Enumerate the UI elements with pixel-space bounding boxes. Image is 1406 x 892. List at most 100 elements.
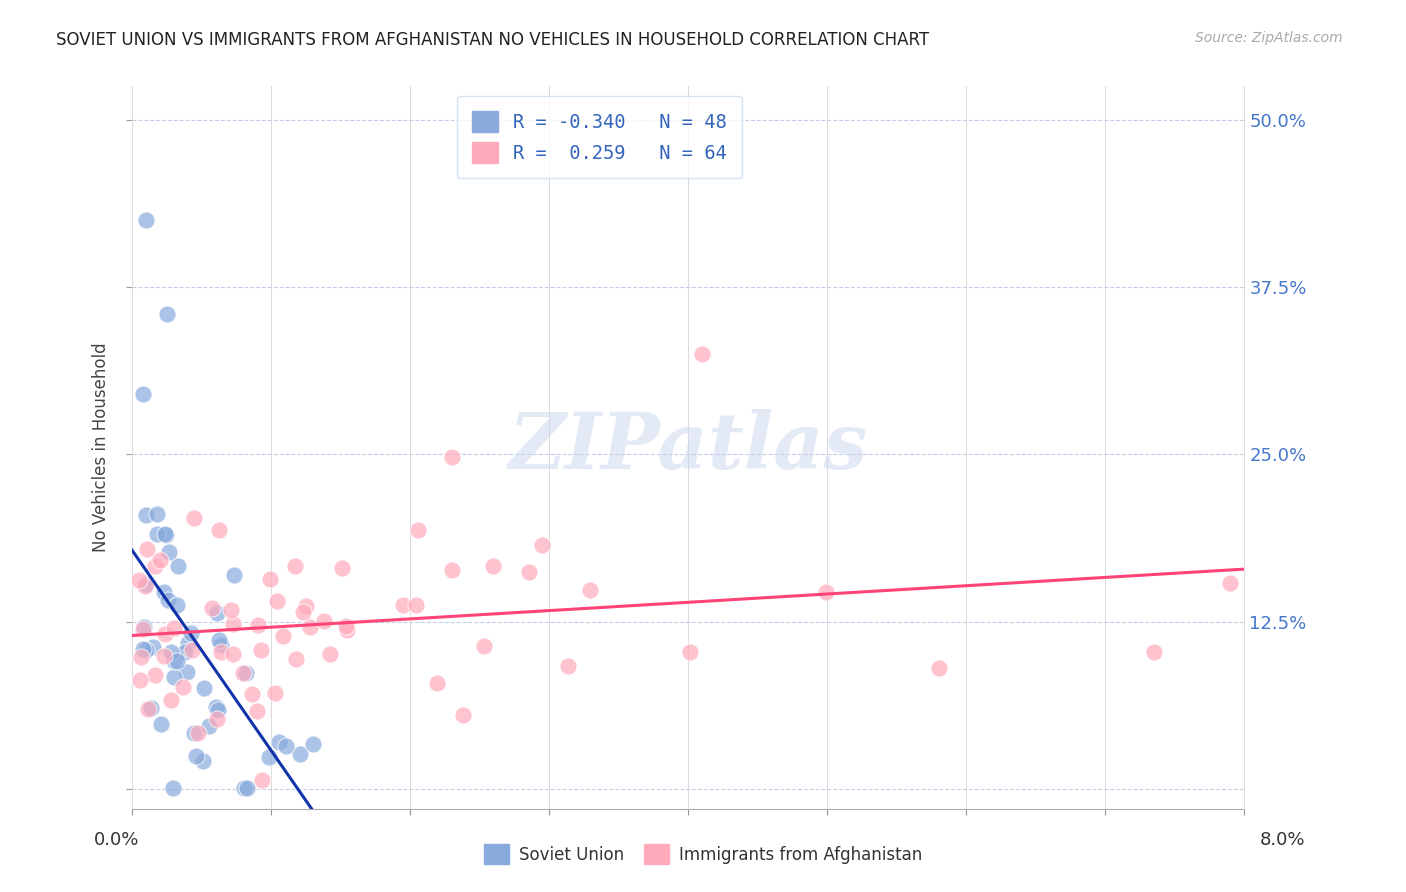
Point: [149, 552, 172, 566]
Point: [201, 600, 224, 615]
Point: [246, 704, 269, 718]
Point: [290, 747, 312, 761]
Point: [690, 347, 713, 361]
Point: [172, 681, 194, 695]
Point: [166, 598, 188, 612]
Point: [208, 523, 231, 537]
Point: [136, 702, 159, 716]
Point: [153, 627, 176, 641]
Point: [1219, 575, 1241, 590]
Text: SOVIET UNION VS IMMIGRANTS FROM AFGHANISTAN NO VEHICLES IN HOUSEHOLD CORRELATION: SOVIET UNION VS IMMIGRANTS FROM AFGHANIS…: [56, 31, 929, 49]
Point: [129, 673, 152, 687]
Point: [156, 307, 179, 321]
Point: [193, 681, 215, 695]
Point: [153, 648, 176, 663]
Point: [815, 585, 838, 599]
Point: [291, 606, 314, 620]
Point: [207, 703, 229, 717]
Point: [176, 635, 198, 649]
Legend: Soviet Union, Immigrants from Afghanistan: Soviet Union, Immigrants from Afghanista…: [477, 838, 929, 871]
Point: [314, 614, 336, 628]
Point: [132, 619, 155, 633]
Point: [143, 668, 166, 682]
Point: [208, 632, 231, 647]
Point: [222, 648, 245, 662]
Point: [301, 737, 323, 751]
Point: [139, 701, 162, 715]
Point: [198, 719, 221, 733]
Legend: R = -0.340   N = 48, R =  0.259   N = 64: R = -0.340 N = 48, R = 0.259 N = 64: [457, 95, 741, 178]
Point: [153, 527, 176, 541]
Point: [250, 642, 273, 657]
Point: [157, 545, 180, 559]
Point: [250, 772, 273, 787]
Point: [233, 780, 256, 795]
Point: [236, 780, 259, 795]
Text: 0.0%: 0.0%: [94, 831, 139, 849]
Point: [183, 510, 205, 524]
Point: [166, 654, 188, 668]
Point: [129, 649, 152, 664]
Point: [266, 594, 288, 608]
Point: [246, 618, 269, 632]
Point: [135, 577, 157, 591]
Point: [928, 661, 950, 675]
Point: [679, 645, 702, 659]
Point: [163, 669, 186, 683]
Point: [132, 387, 155, 401]
Point: [157, 593, 180, 607]
Point: [176, 665, 198, 679]
Point: [273, 629, 295, 643]
Point: [181, 642, 204, 657]
Point: [232, 665, 254, 680]
Point: [135, 213, 157, 227]
Point: [1142, 645, 1164, 659]
Point: [257, 750, 280, 764]
Point: [259, 572, 281, 586]
Point: [146, 508, 169, 522]
Y-axis label: No Vehicles in Household: No Vehicles in Household: [93, 343, 110, 552]
Point: [135, 508, 157, 522]
Point: [235, 666, 257, 681]
Point: [482, 559, 505, 574]
Point: [135, 643, 157, 657]
Point: [143, 559, 166, 574]
Point: [132, 622, 155, 636]
Text: ZIPatlas: ZIPatlas: [509, 409, 868, 486]
Point: [191, 755, 214, 769]
Point: [160, 692, 183, 706]
Point: [150, 717, 173, 731]
Point: [441, 563, 464, 577]
Point: [187, 726, 209, 740]
Point: [295, 599, 318, 614]
Point: [211, 645, 233, 659]
Point: [336, 624, 359, 638]
Point: [557, 659, 579, 673]
Point: [183, 726, 205, 740]
Point: [519, 566, 541, 580]
Point: [153, 584, 176, 599]
Point: [530, 538, 553, 552]
Point: [180, 625, 202, 640]
Point: [142, 640, 165, 654]
Point: [204, 700, 226, 714]
Point: [219, 603, 242, 617]
Text: Source: ZipAtlas.com: Source: ZipAtlas.com: [1195, 31, 1343, 45]
Point: [222, 616, 245, 631]
Point: [451, 708, 474, 723]
Point: [285, 651, 308, 665]
Point: [163, 621, 186, 635]
Point: [472, 640, 495, 654]
Point: [405, 598, 427, 612]
Point: [284, 558, 307, 573]
Point: [167, 558, 190, 573]
Point: [299, 620, 322, 634]
Point: [406, 524, 429, 538]
Point: [184, 749, 207, 764]
Point: [440, 450, 463, 464]
Point: [128, 573, 150, 587]
Point: [392, 599, 415, 613]
Point: [335, 619, 357, 633]
Point: [174, 645, 197, 659]
Point: [274, 739, 297, 753]
